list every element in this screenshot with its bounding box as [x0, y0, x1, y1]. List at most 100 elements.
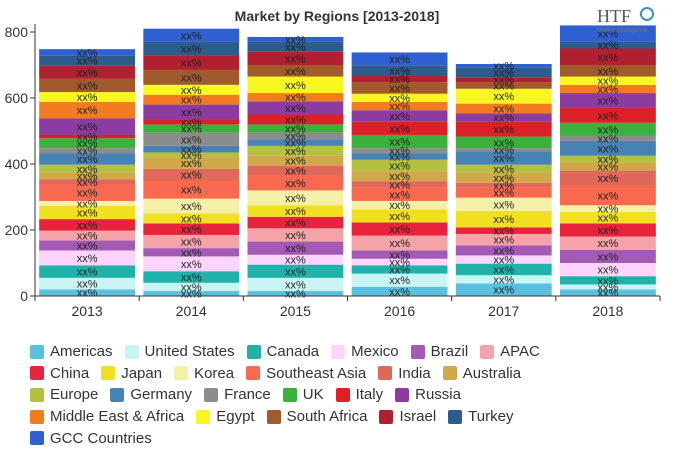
- bar-segment[interactable]: [143, 198, 240, 214]
- bar-segment[interactable]: [455, 136, 552, 149]
- bar-segment[interactable]: [247, 101, 344, 115]
- bar-segment[interactable]: [455, 263, 552, 276]
- bar-segment[interactable]: [560, 170, 656, 186]
- bar-segment[interactable]: [247, 277, 344, 292]
- legend-item[interactable]: Americas: [30, 343, 113, 360]
- bar-segment[interactable]: [455, 82, 552, 89]
- bar-segment[interactable]: [455, 283, 552, 296]
- bar-segment[interactable]: [143, 41, 240, 56]
- legend-item[interactable]: South Africa: [266, 408, 367, 425]
- bar-segment[interactable]: [351, 258, 448, 266]
- legend-item[interactable]: Egypt: [196, 408, 255, 425]
- bar-segment[interactable]: [560, 249, 656, 263]
- bar-segment[interactable]: [455, 197, 552, 211]
- bar-segment[interactable]: [560, 65, 656, 77]
- bar-segment[interactable]: [560, 107, 656, 123]
- bar-segment[interactable]: [39, 153, 135, 165]
- bar-segment[interactable]: [351, 187, 448, 201]
- bar-segment[interactable]: [351, 235, 448, 251]
- bar-segment[interactable]: [351, 65, 448, 76]
- bar-segment[interactable]: [143, 282, 240, 292]
- bar-segment[interactable]: [247, 175, 344, 191]
- bar-segment[interactable]: [247, 190, 344, 206]
- bar-segment[interactable]: [351, 286, 448, 296]
- legend-item[interactable]: Italy: [335, 386, 383, 403]
- bar-segment[interactable]: [247, 228, 344, 242]
- bar-segment[interactable]: [39, 55, 135, 66]
- bar-segment[interactable]: [143, 213, 240, 224]
- legend-item[interactable]: Brazil: [410, 343, 468, 360]
- bar-segment[interactable]: [351, 153, 448, 160]
- bar-segment[interactable]: [39, 219, 135, 231]
- bar-segment[interactable]: [247, 41, 344, 52]
- bar-segment[interactable]: [143, 234, 240, 249]
- bar-segment[interactable]: [351, 134, 448, 149]
- bar-segment[interactable]: [143, 132, 240, 146]
- bar-segment[interactable]: [247, 291, 344, 296]
- bar-segment[interactable]: [455, 245, 552, 256]
- bar-segment[interactable]: [39, 172, 135, 180]
- bar-segment[interactable]: [560, 289, 656, 296]
- bar-segment[interactable]: [560, 25, 656, 42]
- bar-segment[interactable]: [455, 275, 552, 284]
- bar-segment[interactable]: [143, 168, 240, 181]
- bar-segment[interactable]: [143, 104, 240, 120]
- bar-segment[interactable]: [455, 164, 552, 173]
- bar-segment[interactable]: [143, 152, 240, 158]
- bar-segment[interactable]: [560, 223, 656, 237]
- legend-item[interactable]: UK: [282, 386, 324, 403]
- legend-item[interactable]: United States: [124, 343, 235, 360]
- bar-segment[interactable]: [351, 82, 448, 94]
- bar-segment[interactable]: [247, 76, 344, 94]
- bar-segment[interactable]: [39, 164, 135, 173]
- bar-segment[interactable]: [351, 222, 448, 236]
- bar-segment[interactable]: [39, 148, 135, 154]
- bar-segment[interactable]: [143, 180, 240, 199]
- legend-item[interactable]: Turkey: [448, 408, 513, 425]
- bar-segment[interactable]: [455, 172, 552, 183]
- legend-item[interactable]: APAC: [480, 343, 540, 360]
- bar-segment[interactable]: [560, 284, 656, 290]
- bar-segment[interactable]: [39, 78, 135, 93]
- legend-item[interactable]: Australia: [442, 365, 521, 382]
- bar-segment[interactable]: [351, 75, 448, 83]
- bar-segment[interactable]: [351, 52, 448, 66]
- bar-segment[interactable]: [560, 162, 656, 171]
- bar-segment[interactable]: [351, 93, 448, 102]
- bar-segment[interactable]: [560, 48, 656, 66]
- bar-segment[interactable]: [560, 76, 656, 85]
- bar-segment[interactable]: [560, 140, 656, 156]
- bar-segment[interactable]: [143, 84, 240, 95]
- bar-segment[interactable]: [247, 65, 344, 77]
- bar-segment[interactable]: [455, 88, 552, 104]
- bar-segment[interactable]: [39, 65, 135, 79]
- bar-segment[interactable]: [39, 92, 135, 102]
- bar-segment[interactable]: [143, 223, 240, 235]
- bar-segment[interactable]: [351, 200, 448, 210]
- bar-segment[interactable]: [247, 241, 344, 255]
- bar-segment[interactable]: [39, 49, 135, 56]
- bar-segment[interactable]: [560, 84, 656, 94]
- legend-item[interactable]: China: [30, 365, 89, 382]
- bar-segment[interactable]: [143, 248, 240, 257]
- legend-item[interactable]: Israel: [379, 408, 436, 425]
- bar-segment[interactable]: [247, 264, 344, 278]
- bar-segment[interactable]: [455, 77, 552, 83]
- bar-segment[interactable]: [247, 155, 344, 166]
- bar-segment[interactable]: [351, 110, 448, 122]
- bar-segment[interactable]: [247, 93, 344, 102]
- legend-item[interactable]: Germany: [110, 386, 192, 403]
- bar-segment[interactable]: [247, 145, 344, 156]
- bar-segment[interactable]: [143, 124, 240, 133]
- legend-item[interactable]: Southeast Asia: [246, 365, 366, 382]
- bar-segment[interactable]: [143, 256, 240, 272]
- legend-item[interactable]: Mexico: [331, 343, 399, 360]
- bar-segment[interactable]: [560, 263, 656, 277]
- bar-segment[interactable]: [247, 254, 344, 265]
- bar-segment[interactable]: [247, 205, 344, 217]
- bar-segment[interactable]: [143, 145, 240, 153]
- bar-segment[interactable]: [560, 93, 656, 108]
- bar-segment[interactable]: [247, 36, 344, 42]
- bar-segment[interactable]: [560, 205, 656, 212]
- bar-segment[interactable]: [351, 101, 448, 111]
